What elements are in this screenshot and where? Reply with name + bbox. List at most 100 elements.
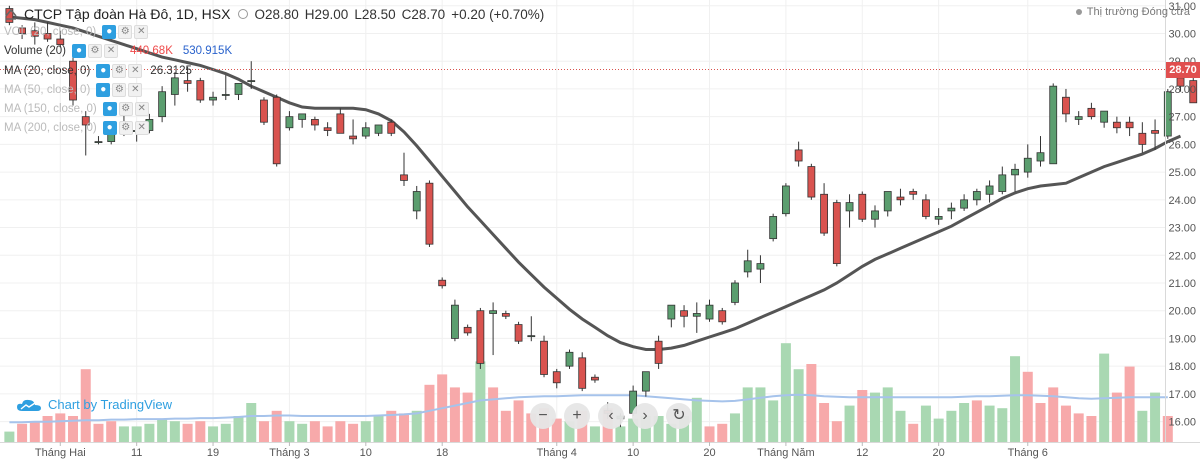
candle-body — [56, 38, 65, 45]
volume-bar — [335, 421, 346, 442]
candle-body — [756, 263, 765, 270]
candle-body — [374, 124, 383, 134]
ma-value: 26.3125 — [150, 65, 192, 77]
ohlc-low: L28.50 — [354, 6, 396, 22]
volume-bar — [679, 416, 690, 442]
scroll-right-button[interactable]: › — [632, 403, 658, 429]
candle-body — [1011, 168, 1019, 176]
candle-body — [298, 113, 307, 120]
candle-body — [514, 324, 523, 342]
candle-body — [578, 357, 587, 389]
candle-body — [247, 80, 256, 83]
price-tick-label: 26.00 — [1168, 139, 1196, 151]
volume-bar — [17, 423, 28, 442]
candle-body — [501, 313, 510, 317]
eye-icon[interactable]: ● — [102, 25, 117, 39]
candle-body — [285, 116, 294, 129]
candle-body — [30, 30, 39, 37]
eye-icon[interactable]: ● — [102, 102, 117, 116]
volume-bar — [831, 421, 842, 442]
volume-bar — [42, 416, 53, 442]
time-tick-label: 10 — [360, 447, 372, 459]
tradingview-watermark[interactable]: Chart by TradingView — [16, 397, 172, 412]
study-label: Volume (20) — [4, 45, 67, 57]
study-ma150[interactable]: MA (150, close, 0) ● ⚙ ✕ — [0, 101, 151, 117]
candle-body — [540, 340, 548, 375]
ohlc-close: C28.70 — [401, 6, 446, 22]
candle-body — [272, 96, 281, 165]
volume-bar — [882, 387, 893, 442]
zoom-out-button[interactable]: − — [530, 403, 556, 429]
volume-bar — [742, 387, 753, 442]
gear-icon[interactable]: ⚙ — [112, 83, 127, 97]
candle-body — [1189, 80, 1198, 104]
volume-bar — [895, 410, 906, 442]
price-tick-label: 17.00 — [1168, 389, 1196, 401]
candle-body — [1062, 96, 1070, 115]
candle-body — [947, 207, 956, 212]
study-ma20[interactable]: MA (20, close, 0) ● ⚙ ✕ 26.3125 — [0, 63, 192, 79]
eye-icon[interactable]: ● — [96, 83, 111, 97]
candle-body — [1100, 110, 1109, 123]
eye-icon[interactable]: ● — [96, 64, 111, 78]
volume-bar — [666, 423, 677, 442]
volume-bar — [144, 423, 155, 442]
candle-body — [234, 82, 243, 95]
volume-bar — [1124, 366, 1135, 442]
close-icon[interactable]: ✕ — [128, 64, 143, 78]
gear-icon[interactable]: ⚙ — [118, 121, 133, 135]
volume-bar — [4, 431, 15, 442]
close-icon[interactable]: ✕ — [134, 121, 149, 135]
candle-body — [591, 376, 599, 381]
close-icon[interactable]: ✕ — [128, 83, 143, 97]
time-tick-label: Tháng Hai — [35, 447, 86, 459]
volume-bar — [959, 403, 970, 442]
price-tick-label: 16.00 — [1168, 417, 1196, 429]
volume-bar — [55, 413, 66, 442]
study-vol[interactable]: VOL (20, close, 0) ● ⚙ ✕ — [0, 24, 150, 40]
volume-bar — [704, 426, 715, 442]
time-tick-label: 19 — [207, 447, 219, 459]
volume-bar — [1022, 371, 1033, 442]
collapse-arrow-icon[interactable] — [2, 5, 20, 23]
volume-bar — [309, 421, 320, 442]
volume-bar — [1137, 410, 1148, 442]
volume-bar — [755, 387, 766, 442]
volume-ma-line — [9, 393, 1168, 424]
volume-bar — [1060, 405, 1071, 442]
close-icon[interactable]: ✕ — [134, 25, 149, 39]
zoom-in-button[interactable]: + — [564, 403, 590, 429]
volume-value: 440.68K — [130, 45, 173, 57]
volume-bar — [297, 423, 308, 442]
volume-bar — [386, 410, 397, 442]
study-volume[interactable]: Volume (20) ● ⚙ ✕ 440.68K 530.915K — [0, 43, 232, 59]
eye-icon[interactable]: ● — [72, 44, 87, 58]
close-icon[interactable]: ✕ — [104, 44, 119, 58]
volume-bar — [195, 421, 206, 442]
eye-icon[interactable]: ● — [102, 121, 117, 135]
candle-body — [998, 174, 1007, 192]
gear-icon[interactable]: ⚙ — [88, 44, 103, 58]
volume-bar — [475, 361, 486, 442]
price-tick-label: 18.00 — [1168, 361, 1196, 373]
price-tick-label: 19.00 — [1168, 333, 1196, 345]
scroll-left-button[interactable]: ‹ — [598, 403, 624, 429]
gear-icon[interactable]: ⚙ — [112, 64, 127, 78]
candle-body — [425, 182, 434, 245]
volume-bar — [653, 416, 664, 442]
volume-bar — [1035, 403, 1046, 442]
volume-bar — [526, 413, 537, 442]
study-ma200[interactable]: MA (200, close, 0) ● ⚙ ✕ — [0, 120, 151, 136]
candle-body — [209, 96, 217, 101]
market-status-label: Thị trường Đóng cửa — [1086, 6, 1190, 18]
gear-icon[interactable]: ⚙ — [118, 102, 133, 116]
close-icon[interactable]: ✕ — [134, 102, 149, 116]
candle-body — [527, 335, 536, 338]
gear-icon[interactable]: ⚙ — [118, 25, 133, 39]
reset-chart-button[interactable]: ↻ — [666, 403, 692, 429]
price-change: +0.20 (+0.70%) — [451, 6, 545, 22]
time-tick-label: 11 — [131, 447, 142, 459]
study-ma50[interactable]: MA (50, close, 0) ● ⚙ ✕ — [0, 82, 144, 98]
symbol-title[interactable]: CTCP Tập đoàn Hà Đô, 1D, HSX — [24, 6, 231, 22]
